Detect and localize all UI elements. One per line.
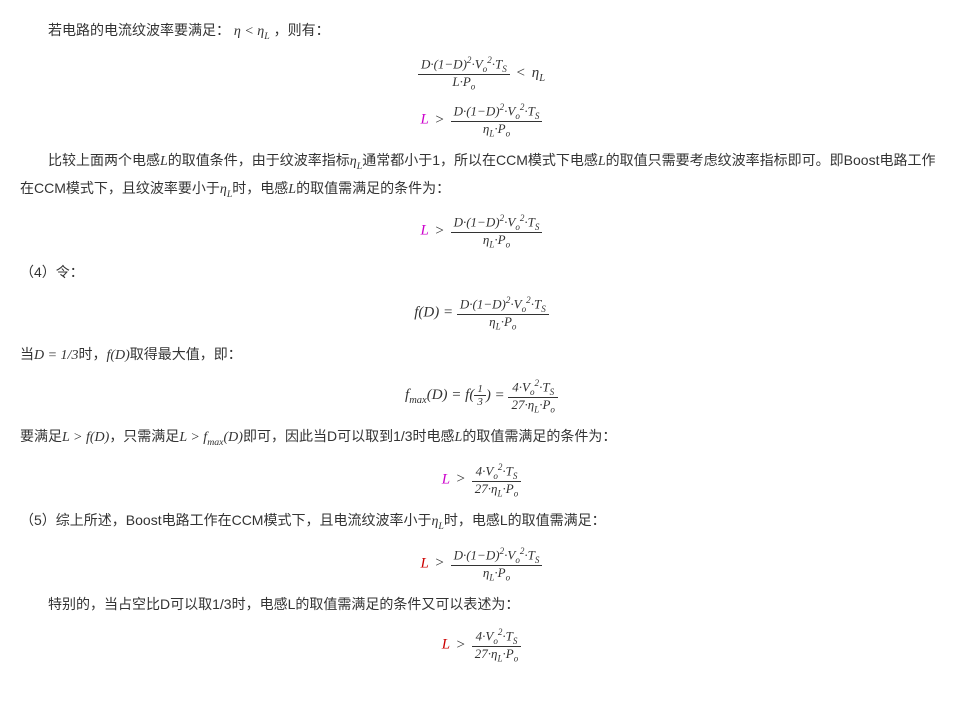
para-2: 比较上面两个电感L的取值条件，由于纹波率指标ηL通常都小于1，所以在CCM模式下… [20, 148, 943, 203]
operator: < [514, 65, 532, 81]
fraction: 4·Vo2·TS 27·ηL·Po [472, 462, 522, 499]
denominator: 27·ηL·Po [472, 647, 522, 664]
para-3: （4）令： [20, 260, 943, 285]
text: ，则有： [274, 22, 330, 38]
fraction: D·(1−D)2·Vo2·TS ηL·Po [451, 213, 543, 250]
numerator: D·(1−D)2·Vo2·TS [451, 102, 543, 122]
lhs: L [421, 555, 429, 571]
fraction: D·(1−D)2·Vo2·TS ηL·Po [451, 102, 543, 139]
lhs: f(D) = [414, 305, 457, 321]
numerator: D·(1−D)2·Vo2·TS [457, 295, 549, 315]
equation-2: L > D·(1−D)2·Vo2·TS ηL·Po [20, 102, 943, 139]
inline-math: η < ηL [234, 24, 270, 39]
lhs: L [442, 471, 450, 487]
operator: > [454, 471, 472, 487]
lhs: L [421, 223, 429, 239]
fraction: D·(1−D)2·Vo2·TS ηL·Po [457, 295, 549, 332]
equation-6: L > 4·Vo2·TS 27·ηL·Po [20, 462, 943, 499]
equation-5: fmax(D) = f(13) = 4·Vo2·TS 27·ηL·Po [20, 378, 943, 415]
numerator: D·(1−D)2·Vo2·TS [451, 213, 543, 233]
fraction: D·(1−D)2·Vo2·TS ηL·Po [451, 546, 543, 583]
equation-7: L > D·(1−D)2·Vo2·TS ηL·Po [20, 546, 943, 583]
denominator: ηL·Po [457, 315, 549, 332]
operator: > [432, 555, 450, 571]
equation-4: f(D) = D·(1−D)2·Vo2·TS ηL·Po [20, 295, 943, 332]
equation-1: D·(1−D)2·Vo2·TS L·Po < ηL [20, 55, 943, 92]
arg-fraction: 13 [474, 383, 486, 408]
para-1: 若电路的电流纹波率要满足： η < ηL ，则有： [20, 18, 943, 45]
denominator: 27·ηL·Po [472, 482, 522, 499]
equation-3: L > D·(1−D)2·Vo2·TS ηL·Po [20, 213, 943, 250]
denominator: ηL·Po [451, 233, 543, 250]
para-7: 特别的，当占空比D可以取1/3时，电感L的取值需满足的条件又可以表述为： [20, 592, 943, 617]
denominator: ηL·Po [451, 122, 543, 139]
denominator: L·Po [418, 75, 510, 92]
lhs: L [421, 112, 429, 128]
mid: ) = [486, 387, 509, 403]
lhs: L [442, 637, 450, 653]
para-4: 当D = 1/3时，f(D)取得最大值，即： [20, 342, 943, 368]
denominator: ηL·Po [451, 566, 543, 583]
operator: > [454, 637, 472, 653]
denominator: 27·ηL·Po [508, 398, 558, 415]
para-6: （5）综上所述，Boost电路工作在CCM模式下，且电流纹波率小于ηL时，电感L… [20, 508, 943, 535]
numerator: 4·Vo2·TS [472, 627, 522, 647]
operator: > [432, 223, 450, 239]
text: 若电路的电流纹波率要满足： [48, 22, 230, 38]
numerator: D·(1−D)2·Vo2·TS [418, 55, 510, 75]
numerator: 4·Vo2·TS [472, 462, 522, 482]
operator: > [432, 112, 450, 128]
numerator: 4·Vo2·TS [508, 378, 558, 398]
fraction: 4·Vo2·TS 27·ηL·Po [508, 378, 558, 415]
numerator: D·(1−D)2·Vo2·TS [451, 546, 543, 566]
lhs: fmax(D) = f( [405, 387, 474, 403]
para-5: 要满足L > f(D)，只需满足L > fmax(D)即可，因此当D可以取到1/… [20, 424, 943, 451]
equation-8: L > 4·Vo2·TS 27·ηL·Po [20, 627, 943, 664]
fraction: D·(1−D)2·Vo2·TS L·Po [418, 55, 510, 92]
fraction: 4·Vo2·TS 27·ηL·Po [472, 627, 522, 664]
rhs: ηL [532, 65, 545, 81]
